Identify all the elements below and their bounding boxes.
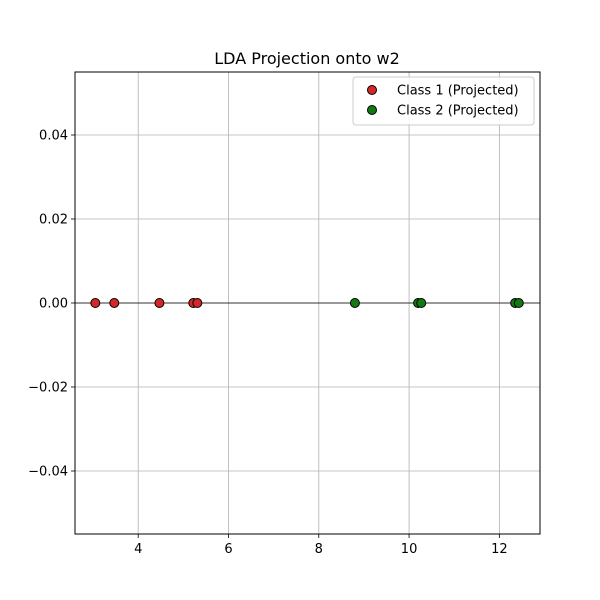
legend: Class 1 (Projected) Class 2 (Projected) — [352, 76, 535, 126]
x-tick-label: 10 — [401, 542, 418, 557]
data-point-series-1 — [192, 298, 203, 308]
legend-box — [352, 76, 535, 126]
y-axis-ticks: −0.04 −0.02 0.00 0.02 0.04 — [28, 129, 75, 480]
y-tick-label: −0.04 — [28, 465, 68, 480]
legend-marker — [367, 105, 377, 115]
data-point-series-2 — [349, 298, 360, 308]
data-point-series-2 — [513, 298, 524, 308]
data-point-series-2 — [416, 298, 427, 308]
legend-label: Class 1 (Projected) — [397, 84, 519, 99]
legend-label: Class 2 (Projected) — [397, 104, 519, 119]
x-tick-label: 6 — [224, 542, 232, 557]
y-tick-label: 0.04 — [39, 129, 68, 144]
data-point-series-1 — [109, 298, 120, 308]
y-tick-label: 0.02 — [39, 213, 68, 228]
x-axis-ticks: 4 6 8 10 12 — [134, 534, 508, 557]
data-point-series-1 — [90, 298, 101, 308]
x-tick-label: 4 — [134, 542, 142, 557]
y-tick-label: −0.02 — [28, 381, 68, 396]
y-tick-label: 0.00 — [39, 297, 68, 312]
data-point-series-1 — [154, 298, 165, 308]
chart-title: LDA Projection onto w2 — [214, 49, 400, 68]
x-tick-label: 8 — [315, 542, 323, 557]
data-points — [90, 298, 524, 308]
x-tick-label: 12 — [491, 542, 508, 557]
legend-marker — [367, 85, 377, 95]
